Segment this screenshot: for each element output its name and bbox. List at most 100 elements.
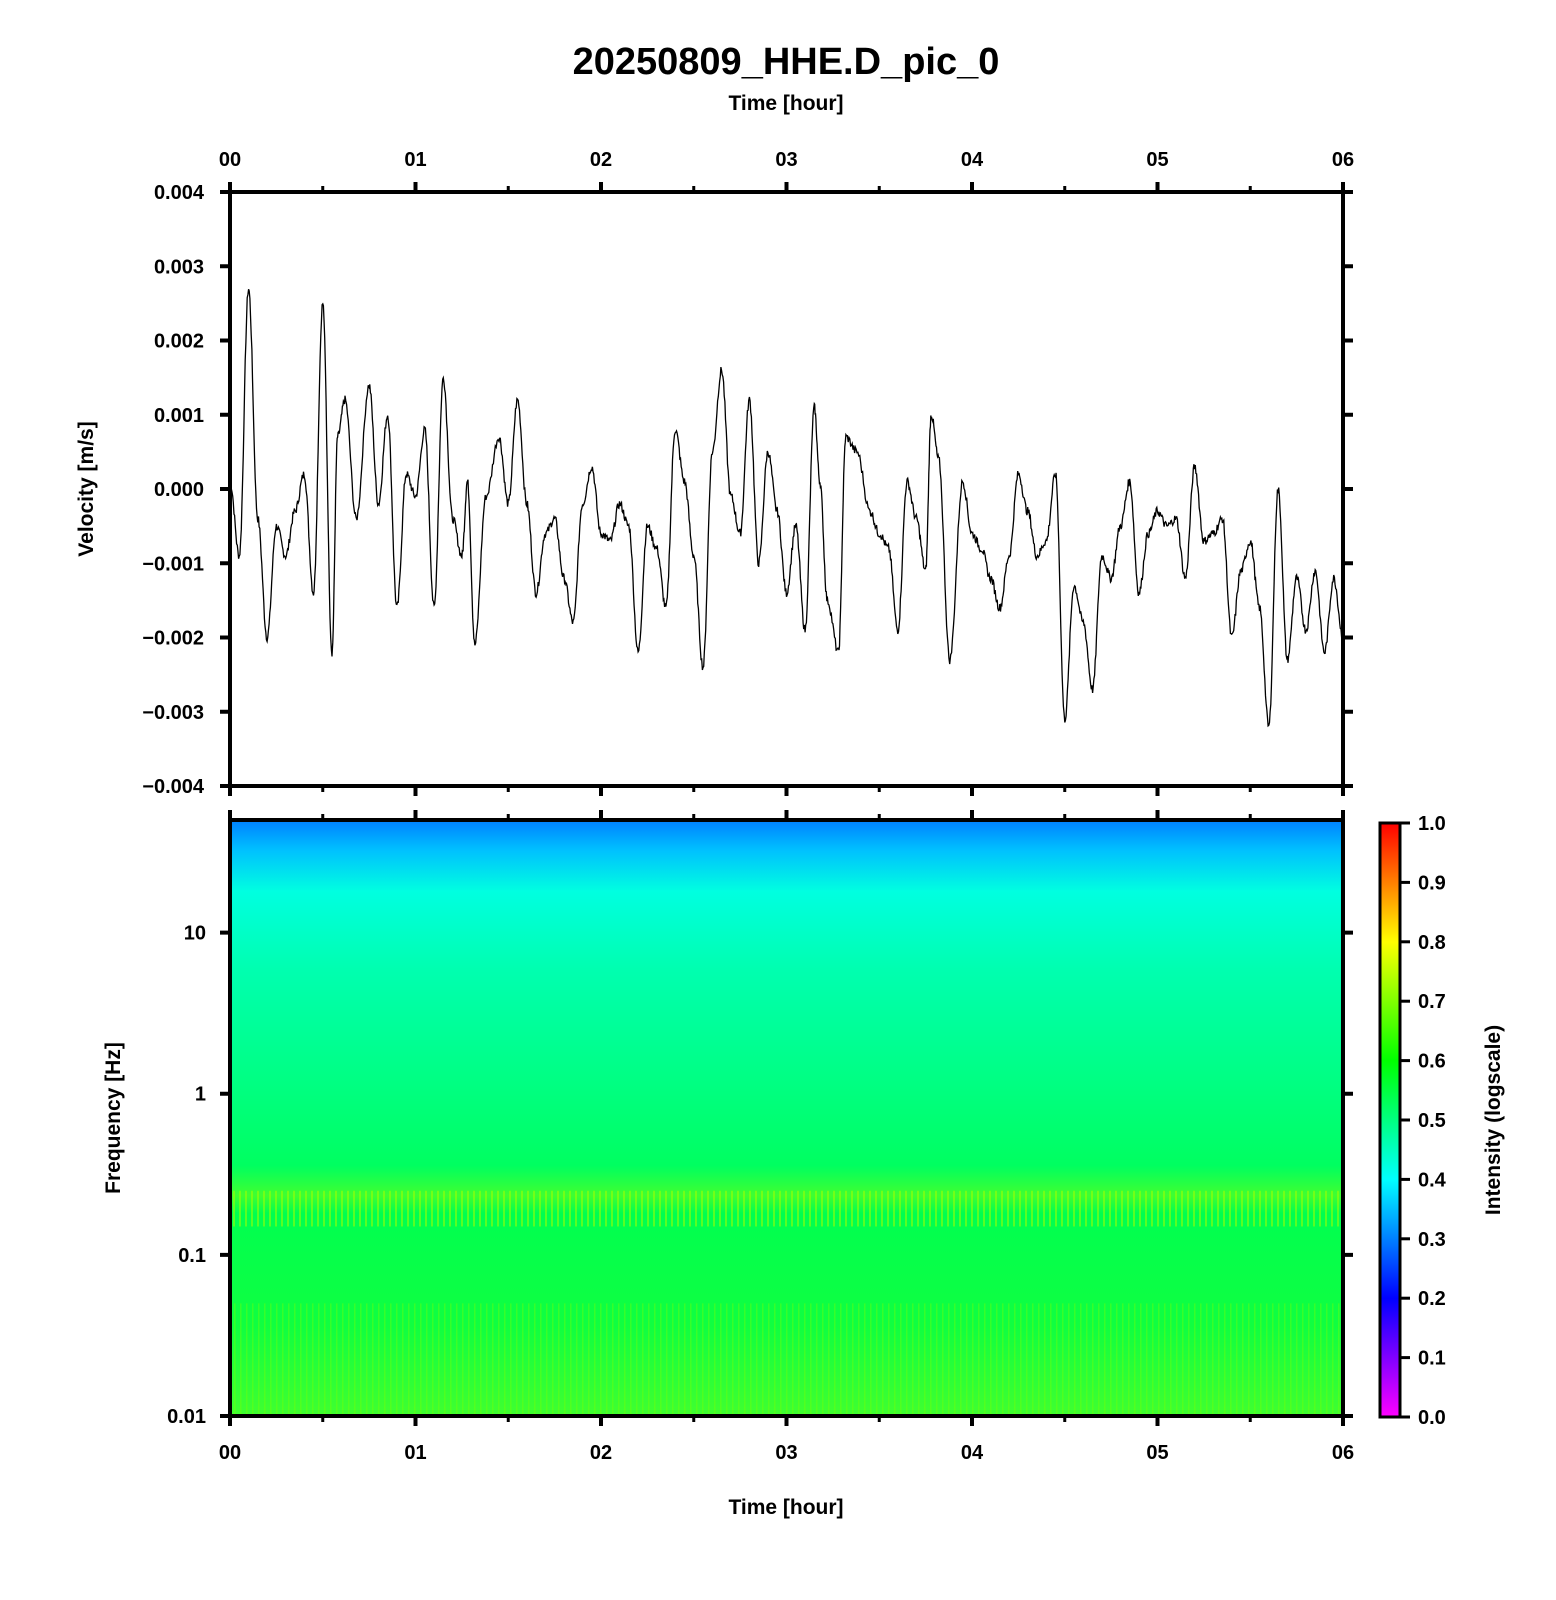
y-tick-label: −0.004 — [142, 776, 205, 798]
spectrogram-band-stripe — [761, 1190, 763, 1227]
spectrogram-band-stripe — [317, 1190, 319, 1227]
spectrogram-band-stripe — [1079, 1190, 1081, 1227]
colorbar-tick-label: 0.6 — [1418, 1051, 1446, 1073]
waveform-series-line — [229, 288, 1344, 728]
spectrogram-low-stripe — [1056, 1303, 1058, 1416]
spectrogram-low-stripe — [1116, 1303, 1118, 1416]
spectrogram-low-stripe — [1014, 1303, 1016, 1416]
spectrogram-band-stripe — [263, 1190, 265, 1227]
spectrogram-band-stripe — [731, 1190, 733, 1227]
spectrogram-band-stripe — [443, 1190, 445, 1227]
spectrogram-low-stripe — [1284, 1303, 1286, 1416]
spectrogram-low-stripe — [942, 1303, 944, 1416]
spectrogram-low-stripe — [1218, 1303, 1220, 1416]
spectrogram-low-stripe — [636, 1303, 638, 1416]
spectrogram-low-stripe — [390, 1303, 392, 1416]
colorbar-gradient — [1380, 823, 1400, 1417]
spectrogram-low-stripe — [930, 1303, 932, 1416]
spectrogram-band-stripe — [1313, 1190, 1315, 1227]
spectrogram-low-stripe — [1224, 1303, 1226, 1416]
spectrogram-low-stripe — [972, 1303, 974, 1416]
spectrogram-low-stripe — [1086, 1303, 1088, 1416]
spectrogram-low-stripe — [1026, 1303, 1028, 1416]
spectrogram-low-stripe — [1236, 1303, 1238, 1416]
spectrogram-band-stripe — [1187, 1190, 1189, 1227]
spectrogram-low-stripe — [564, 1303, 566, 1416]
spectrogram-low-stripe — [774, 1303, 776, 1416]
spectrogram-band-stripe — [743, 1190, 745, 1227]
spectrogram-low-stripe — [876, 1303, 878, 1416]
bottom-x-tick-label: 06 — [1332, 1442, 1354, 1464]
spectrogram-band-stripe — [683, 1190, 685, 1227]
spectrogram-band-stripe — [1223, 1190, 1225, 1227]
spectrogram-band-stripe — [287, 1190, 289, 1227]
spectrogram-low-stripe — [738, 1303, 740, 1416]
spectrogram-band-stripe — [695, 1190, 697, 1227]
spectrogram-band-stripe — [1145, 1190, 1147, 1227]
frequency-tick-label: 0.1 — [178, 1245, 206, 1267]
spectrogram-band-stripe — [833, 1190, 835, 1227]
spectrogram-low-stripe — [792, 1303, 794, 1416]
colorbar-tick-label: 1.0 — [1418, 813, 1446, 835]
colorbar-tick-label: 0.4 — [1418, 1169, 1447, 1191]
waveform-y-axis-label: Velocity [m/s] — [75, 421, 98, 556]
spectrogram-low-stripe — [684, 1303, 686, 1416]
spectrogram-low-stripe — [786, 1303, 788, 1416]
waveform-frame — [228, 190, 1345, 788]
spectrogram-band-stripe — [1169, 1190, 1171, 1227]
spectrogram-band-stripe — [881, 1190, 883, 1227]
y-tick-label: 0.000 — [154, 479, 204, 501]
spectrogram-low-stripe — [528, 1303, 530, 1416]
spectrogram-low-stripe — [306, 1303, 308, 1416]
spectrogram-low-stripe — [606, 1303, 608, 1416]
spectrogram-band-stripe — [611, 1190, 613, 1227]
spectrogram-low-stripe — [402, 1303, 404, 1416]
spectrogram-low-stripe — [702, 1303, 704, 1416]
spectrogram-band-stripe — [653, 1190, 655, 1227]
spectrogram-band-stripe — [1331, 1190, 1333, 1227]
spectrogram-band-stripe — [497, 1190, 499, 1227]
spectrogram-low-stripe — [888, 1303, 890, 1416]
spectrogram-low-stripe — [330, 1303, 332, 1416]
spectrogram-band-stripe — [905, 1190, 907, 1227]
spectrogram-band-stripe — [395, 1190, 397, 1227]
spectrogram-band-stripe — [467, 1190, 469, 1227]
spectrogram-band-stripe — [713, 1190, 715, 1227]
spectrogram-low-stripe — [696, 1303, 698, 1416]
y-tick-label: 0.003 — [154, 256, 204, 278]
top-x-tick-label: 05 — [1146, 149, 1168, 171]
spectrogram-low-stripe — [1104, 1303, 1106, 1416]
spectrogram-low-stripe — [666, 1303, 668, 1416]
spectrogram-band-stripe — [641, 1190, 643, 1227]
spectrogram-low-stripe — [678, 1303, 680, 1416]
spectrogram-low-stripe — [1110, 1303, 1112, 1416]
spectrogram-low-stripe — [708, 1303, 710, 1416]
spectrogram-low-stripe — [234, 1303, 236, 1416]
spectrogram-band-stripe — [383, 1190, 385, 1227]
bottom-x-axis-label: Time [hour] — [728, 1496, 843, 1519]
spectrogram-low-stripe — [540, 1303, 542, 1416]
spectrogram-low-stripe — [936, 1303, 938, 1416]
spectrogram-low-stripe — [408, 1303, 410, 1416]
frequency-tick-label: 0.01 — [167, 1406, 206, 1428]
chart-title: 20250809_HHE.D_pic_0 — [573, 41, 1000, 83]
spectrogram-band-stripe — [983, 1190, 985, 1227]
spectrogram-band-stripe — [341, 1190, 343, 1227]
spectrogram-low-stripe — [270, 1303, 272, 1416]
spectrogram-band-stripe — [629, 1190, 631, 1227]
colorbar-tick-label: 0.8 — [1418, 932, 1446, 954]
spectrogram-band-stripe — [233, 1190, 235, 1227]
colorbar-tick-label: 0.1 — [1418, 1348, 1446, 1370]
spectrogram-low-stripe — [822, 1303, 824, 1416]
spectrogram-band-stripe — [431, 1190, 433, 1227]
spectrogram-low-stripe — [798, 1303, 800, 1416]
spectrogram-band-stripe — [911, 1190, 913, 1227]
spectrogram-band-stripe — [1097, 1190, 1099, 1227]
spectrogram-band-stripe — [1139, 1190, 1141, 1227]
spectrogram-band-stripe — [1337, 1190, 1339, 1227]
spectrogram-band-stripe — [659, 1190, 661, 1227]
y-tick-label: −0.001 — [142, 553, 204, 575]
spectrogram-band-stripe — [809, 1190, 811, 1227]
spectrogram-low-stripe — [312, 1303, 314, 1416]
spectrogram-band-stripe — [239, 1190, 241, 1227]
